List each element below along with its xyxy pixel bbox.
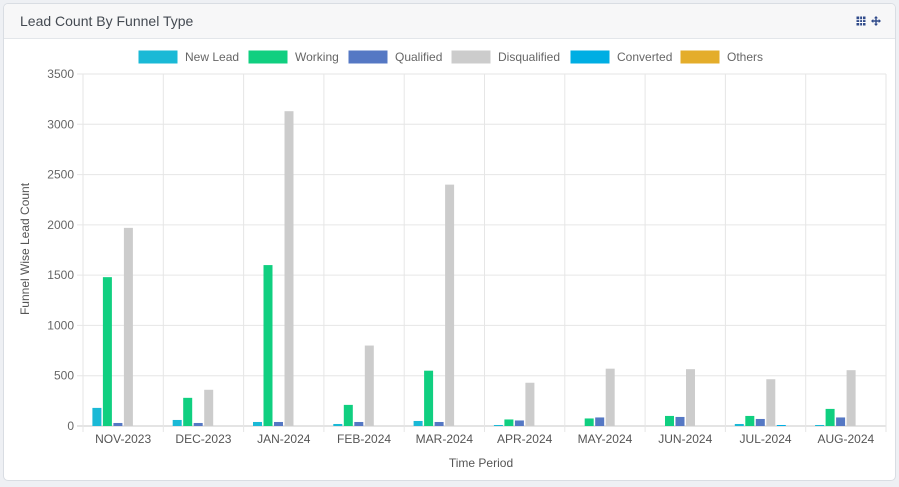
bar-new-lead-dec-2023[interactable] [172, 419, 182, 426]
legend-item-others[interactable]: Others [679, 49, 763, 65]
bar-working-nov-2023[interactable] [102, 277, 112, 426]
bar-chart: New Lead Working Qualified Disqualified Conv… [18, 49, 887, 470]
y-tick-label: 3500 [47, 67, 74, 81]
legend-swatch-new-lead [137, 49, 179, 65]
bar-disqualified-may-2024[interactable] [605, 368, 615, 426]
chart-area: New Lead Working Qualified Disqualified Conv… [4, 39, 895, 480]
bar-working-apr-2024[interactable] [504, 419, 514, 426]
x-tick-label: MAR-2024 [416, 432, 474, 446]
legend-label-others: Others [727, 50, 763, 64]
legend-swatch-working [247, 49, 289, 65]
y-tick-label: 1500 [47, 268, 74, 282]
x-tick-label: FEB-2024 [337, 432, 391, 446]
bar-qualified-aug-2024[interactable] [836, 417, 846, 426]
legend-swatch-others [679, 49, 721, 65]
bars [92, 111, 856, 426]
legend-item-converted[interactable]: Converted [569, 49, 672, 65]
x-tick-label: MAY-2024 [578, 432, 633, 446]
legend-item-qualified[interactable]: Qualified [347, 49, 442, 65]
y-tick-label: 0 [67, 419, 74, 433]
x-tick-label: DEC-2023 [175, 432, 231, 446]
bar-new-lead-mar-2024[interactable] [413, 420, 423, 426]
bar-disqualified-nov-2023[interactable] [123, 227, 133, 426]
bar-working-aug-2024[interactable] [825, 408, 835, 426]
bar-new-lead-jul-2024[interactable] [734, 423, 744, 426]
bar-disqualified-mar-2024[interactable] [445, 184, 455, 426]
bar-new-lead-feb-2024[interactable] [333, 423, 343, 426]
x-tick-label: JUL-2024 [740, 432, 792, 446]
header-icons [856, 16, 881, 26]
bar-new-lead-aug-2024[interactable] [815, 424, 825, 426]
move-icon[interactable] [871, 16, 881, 26]
legend-label-new-lead: New Lead [185, 50, 239, 64]
grid [77, 73, 887, 432]
bar-disqualified-jun-2024[interactable] [686, 369, 695, 426]
y-axis: 0 500 1000 1500 2000 2500 3000 3500 [47, 67, 74, 433]
bar-disqualified-jul-2024[interactable] [766, 379, 776, 426]
bar-qualified-dec-2023[interactable] [193, 422, 203, 426]
bar-qualified-jul-2024[interactable] [755, 418, 765, 426]
legend-swatch-qualified [347, 49, 389, 65]
bar-qualified-feb-2024[interactable] [354, 421, 364, 426]
x-axis: NOV-2023 DEC-2023 JAN-2024 FEB-2024 MAR-2024… [95, 432, 874, 446]
y-tick-label: 1000 [47, 318, 74, 332]
y-axis-label: Funnel Wise Lead Count [18, 182, 32, 315]
legend-label-working: Working [295, 50, 339, 64]
bar-disqualified-dec-2023[interactable] [204, 389, 214, 426]
x-tick-label: APR-2024 [497, 432, 553, 446]
legend-item-disqualified[interactable]: Disqualified [450, 49, 560, 65]
bar-working-jun-2024[interactable] [665, 415, 674, 426]
bar-new-lead-jan-2024[interactable] [253, 421, 262, 426]
bar-disqualified-apr-2024[interactable] [525, 382, 535, 426]
bar-disqualified-jan-2024[interactable] [284, 111, 294, 426]
x-axis-label: Time Period [449, 456, 513, 470]
legend-item-new-lead[interactable]: New Lead [137, 49, 239, 65]
legend-label-disqualified: Disqualified [498, 50, 560, 64]
x-tick-label: JUN-2024 [658, 432, 712, 446]
legend-label-qualified: Qualified [395, 50, 442, 64]
legend-item-working[interactable]: Working [247, 49, 339, 65]
x-tick-label: JAN-2024 [257, 432, 311, 446]
x-tick-label: NOV-2023 [95, 432, 151, 446]
table-icon[interactable] [856, 16, 866, 26]
y-tick-label: 500 [54, 369, 74, 383]
bar-working-may-2024[interactable] [584, 418, 594, 426]
y-tick-label: 2500 [47, 168, 74, 182]
bar-new-lead-apr-2024[interactable] [493, 424, 503, 426]
bar-disqualified-feb-2024[interactable] [364, 345, 374, 426]
bar-qualified-nov-2023[interactable] [113, 422, 123, 426]
chart-card: Lead Count By Funnel Type New Lead Workin… [3, 3, 896, 481]
bar-qualified-mar-2024[interactable] [434, 421, 444, 426]
y-tick-label: 2000 [47, 218, 74, 232]
legend-swatch-disqualified [450, 49, 492, 65]
bar-working-dec-2023[interactable] [183, 397, 193, 426]
bar-qualified-apr-2024[interactable] [514, 420, 524, 426]
bar-working-jan-2024[interactable] [263, 265, 273, 426]
bar-working-jul-2024[interactable] [745, 415, 755, 426]
bar-working-mar-2024[interactable] [424, 370, 434, 426]
x-tick-label: AUG-2024 [817, 432, 874, 446]
bar-converted-jul-2024[interactable] [776, 424, 786, 426]
y-tick-label: 3000 [47, 117, 74, 131]
bar-working-feb-2024[interactable] [343, 404, 353, 426]
card-title: Lead Count By Funnel Type [20, 13, 194, 29]
bar-qualified-may-2024[interactable] [595, 417, 605, 426]
legend-label-converted: Converted [617, 50, 672, 64]
legend-swatch-converted [569, 49, 611, 65]
card-header: Lead Count By Funnel Type [4, 4, 895, 39]
bar-qualified-jun-2024[interactable] [675, 416, 685, 426]
bar-new-lead-nov-2023[interactable] [92, 407, 102, 426]
legend: New Lead Working Qualified Disqualified Conv… [137, 49, 763, 65]
bar-qualified-jan-2024[interactable] [274, 421, 283, 426]
bar-disqualified-aug-2024[interactable] [846, 370, 856, 426]
